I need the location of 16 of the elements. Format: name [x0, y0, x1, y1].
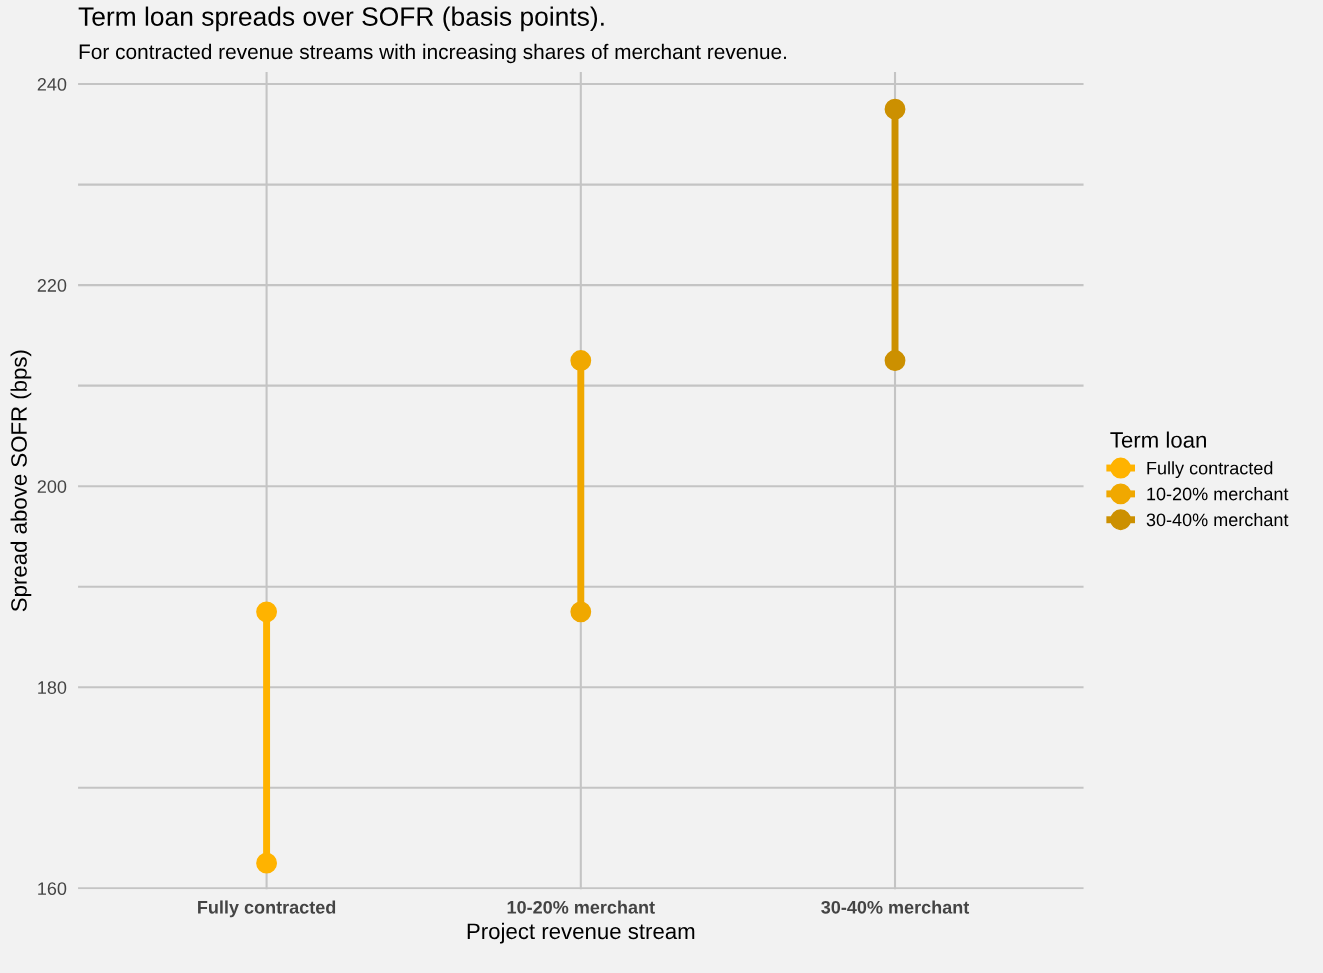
legend-label: Fully contracted	[1147, 461, 1273, 479]
y-tick-label: 240	[37, 78, 67, 91]
legend-label: 10-20% merchant	[1147, 487, 1289, 501]
y-tick-label: 220	[37, 279, 67, 292]
x-axis-title: Project revenue stream	[467, 922, 695, 944]
x-tick-label: 10-20% merchant	[507, 900, 655, 914]
x-tick-label: Fully contracted	[198, 900, 336, 918]
y-axis-title: Spread above SOFR (bps)	[10, 350, 32, 612]
x-tick-label: 30-40% merchant	[821, 900, 970, 914]
legend-title: Term loan	[1110, 431, 1206, 448]
chart-title: Term loan spreads over SOFR (basis points).	[78, 6, 604, 32]
y-tick-label: 200	[37, 480, 67, 493]
y-tick-label: 180	[38, 681, 67, 694]
y-tick-label: 160	[38, 882, 67, 896]
legend-label: 30-40% merchant	[1146, 512, 1289, 527]
chart-subtitle: For contracted revenue streams with increasing shares of merchant revenue.	[79, 43, 786, 64]
